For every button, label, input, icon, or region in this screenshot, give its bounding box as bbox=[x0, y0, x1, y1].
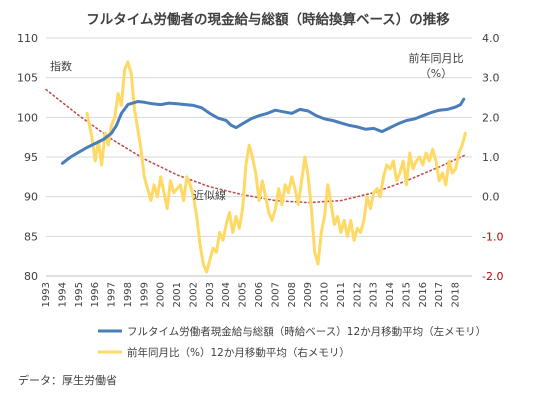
source-note: データ：厚生労働省 bbox=[18, 373, 117, 387]
x-tick-label: 2012 bbox=[352, 282, 363, 307]
x-tick-label: 1997 bbox=[107, 282, 118, 307]
legend-label-yoy: 前年同月比（%）12か月移動平均（右メモリ） bbox=[127, 346, 350, 359]
series-line-yoy bbox=[85, 60, 467, 274]
left-tick-label: 105 bbox=[17, 72, 38, 85]
left-tick-label: 95 bbox=[24, 151, 38, 164]
x-tick-label: 2002 bbox=[188, 282, 199, 307]
x-tick-label: 2016 bbox=[418, 282, 429, 307]
x-tick-label: 2018 bbox=[451, 282, 462, 307]
left-axis-ticks: 80 85 90 95 100 105 110 bbox=[17, 32, 38, 283]
right-axis-label-line1: 前年同月比 bbox=[409, 51, 464, 65]
x-tick-label: 1993 bbox=[41, 282, 52, 307]
x-tick-label: 2009 bbox=[303, 282, 314, 307]
x-tick-label: 2008 bbox=[287, 282, 298, 307]
right-tick-label: 2.0 bbox=[482, 111, 500, 124]
right-tick-label: -1.0 bbox=[482, 230, 503, 243]
x-tick-label: 2000 bbox=[156, 282, 167, 307]
right-tick-label: 0.0 bbox=[482, 191, 500, 204]
right-axis-label-line2: （%） bbox=[420, 67, 452, 80]
series-line-index bbox=[60, 97, 466, 165]
right-tick-label: 4.0 bbox=[482, 32, 500, 45]
left-axis-label: 指数 bbox=[50, 59, 72, 73]
chart-title: フルタイム労働者の現金給与総額（時給換算ベース）の推移 bbox=[86, 11, 450, 28]
x-tick-label: 2014 bbox=[385, 282, 396, 307]
x-tick-label: 2011 bbox=[336, 282, 347, 307]
x-tick-label: 2001 bbox=[172, 282, 183, 307]
left-tick-label: 100 bbox=[17, 111, 38, 124]
right-axis-ticks: -2.0 -1.0 0.0 1.0 2.0 3.0 4.0 bbox=[482, 32, 503, 283]
series-layer bbox=[45, 60, 467, 274]
trend-annotation: 近似線 bbox=[193, 188, 226, 202]
left-tick-label: 110 bbox=[17, 32, 38, 45]
left-tick-label: 85 bbox=[24, 230, 38, 243]
x-tick-label: 2013 bbox=[369, 282, 380, 307]
x-tick-label: 2004 bbox=[221, 282, 232, 307]
x-tick-label: 2005 bbox=[238, 282, 249, 307]
right-tick-label: 3.0 bbox=[482, 72, 500, 85]
left-tick-label: 90 bbox=[24, 191, 38, 204]
x-axis-ticks: 1993 1994 1995 1996 1997 1998 1999 2000 2001 2002… bbox=[41, 282, 462, 307]
right-tick-label: -2.0 bbox=[482, 270, 503, 283]
x-tick-label: 2010 bbox=[320, 282, 331, 307]
x-tick-label: 2006 bbox=[254, 282, 265, 307]
x-tick-label: 2007 bbox=[270, 282, 281, 307]
x-tick-label: 2015 bbox=[401, 282, 412, 307]
x-tick-label: 1994 bbox=[57, 282, 68, 307]
x-tick-label: 2017 bbox=[434, 282, 445, 307]
right-tick-label: 1.0 bbox=[482, 151, 500, 164]
x-tick-label: 1999 bbox=[139, 282, 150, 307]
series-line-trend bbox=[45, 88, 467, 204]
left-tick-label: 80 bbox=[24, 270, 38, 283]
x-tick-label: 2003 bbox=[205, 282, 216, 307]
legend-label-index: フルタイム労働者現金給与総額（時給ベース）12か月移動平均（左メモリ） bbox=[127, 325, 486, 338]
legend: フルタイム労働者現金給与総額（時給ベース）12か月移動平均（左メモリ） 前年同月… bbox=[98, 325, 486, 359]
x-tick-label: 1996 bbox=[90, 282, 101, 307]
x-tick-label: 1995 bbox=[74, 282, 85, 307]
x-tick-label: 1998 bbox=[123, 282, 134, 307]
